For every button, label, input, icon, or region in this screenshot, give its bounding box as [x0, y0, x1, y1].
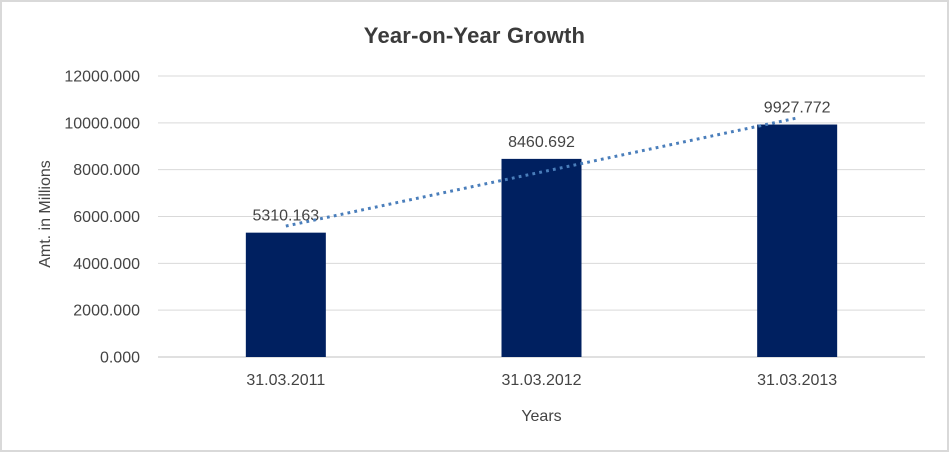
y-tick-label: 4000.000 [73, 256, 140, 273]
y-tick-label: 10000.000 [64, 115, 140, 132]
x-axis-title: Years [521, 408, 562, 425]
bar-data-label: 9927.772 [764, 100, 831, 117]
trendline [285, 116, 798, 228]
y-tick-label: 12000.000 [64, 69, 140, 86]
y-tick-label: 2000.000 [73, 303, 140, 320]
x-tick-label: 31.03.2012 [501, 372, 581, 389]
x-tick-label: 31.03.2011 [246, 372, 325, 389]
chart-title: Year-on-Year Growth [363, 23, 586, 48]
y-tick-label: 8000.000 [73, 162, 140, 179]
x-tick-label: 31.03.2013 [757, 372, 837, 389]
bar [757, 124, 838, 357]
y-tick-label: 0.000 [100, 350, 140, 367]
bar-data-label: 5310.163 [252, 208, 319, 225]
bar-data-label: 8460.692 [508, 134, 575, 151]
y-tick-label: 6000.000 [73, 209, 140, 226]
bar [245, 232, 326, 357]
bar [501, 158, 582, 357]
